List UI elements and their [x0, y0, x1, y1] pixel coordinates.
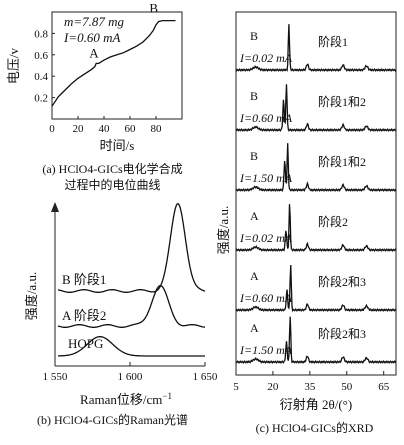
- xrd-series-line: [235, 84, 397, 133]
- xrd-current-label: I=1.50 mA: [239, 171, 293, 185]
- x-tick-label-a: 80: [151, 123, 163, 135]
- caption-a-line1: (a) HClO4-GICs电化学合成: [42, 162, 183, 176]
- x-tick-label-b: 1 600: [118, 371, 143, 383]
- xrd-current-label: I=1.50 mA: [239, 343, 293, 357]
- x-tick-label-c: 50: [341, 381, 353, 393]
- y-axis-label-a: 电压/v: [6, 47, 21, 84]
- plot-frame-a: [51, 11, 183, 120]
- raman-series-line: [58, 335, 205, 357]
- xrd-sample-label: B: [250, 89, 258, 103]
- x-tick-label-c: 65: [378, 381, 390, 393]
- raman-label-b: B 阶段1: [62, 272, 106, 287]
- xrd-sample-label: B: [250, 29, 258, 43]
- current-annotation: I=0.60 mA: [63, 30, 120, 45]
- plot-frame-c: [235, 11, 397, 376]
- x-tick-label-b: 1 550: [43, 371, 68, 383]
- y-tick-label-a: 0.4: [34, 71, 48, 83]
- raman-series-line: [57, 202, 206, 293]
- xrd-stage-label: 阶段1和2: [318, 154, 366, 169]
- x-tick-label-a: 20: [73, 123, 85, 135]
- xrd-stage-label: 阶段1: [318, 34, 348, 49]
- xrd-sample-label: A: [250, 209, 259, 223]
- xrd-current-label: I=0.60 mA: [239, 111, 293, 125]
- potential-curve-chart: 0 20 40 60 80 0.2 0.4 0.6 0.8 m=7.87 mg I=0.60 m…: [6, 1, 183, 153]
- xrd-sample-label: A: [250, 269, 259, 283]
- y-axis-arrow-b: [51, 202, 59, 212]
- y-axis-label-c: 强度/a.u.: [216, 206, 231, 254]
- raman-spectrum-chart: 1 550 1 600 1 650 B 阶段1 A 阶段2 HOPG 强度/a.u.…: [24, 202, 218, 407]
- potential-curve-line: [51, 19, 176, 107]
- raman-series-line: [57, 284, 206, 328]
- mass-annotation: m=7.87 mg: [64, 14, 125, 29]
- y-axis-label-b: 强度/a.u.: [24, 272, 39, 320]
- y-tick-label-a: 0.6: [34, 50, 48, 62]
- x-tick-label-c: 5: [233, 381, 239, 393]
- xrd-current-label: I=0.02 mA: [239, 51, 293, 65]
- x-axis-label-a: 时间/s: [100, 138, 135, 153]
- caption-c: (c) HClO4-GICs的XRD: [255, 421, 374, 435]
- xrd-stage-label: 阶段2: [318, 214, 348, 229]
- caption-a-line2: 过程中的电位曲线: [64, 178, 161, 192]
- raman-label-hopg: HOPG: [68, 336, 103, 351]
- xrd-series-line: [235, 24, 397, 73]
- x-axis-label-b: Raman位移/cm−1: [80, 391, 172, 407]
- x-tick-label-c: 35: [304, 381, 316, 393]
- xrd-sample-label: A: [250, 321, 259, 335]
- xrd-series-line: [235, 264, 397, 313]
- xrd-series-line: [235, 204, 397, 253]
- x-tick-label-a: 40: [99, 123, 111, 135]
- xrd-series-line: [235, 143, 397, 193]
- point-a-label: A: [89, 45, 99, 60]
- xrd-series-line: [235, 316, 397, 365]
- caption-b: (b) HClO4-GICs的Raman光谱: [37, 413, 188, 427]
- xrd-stage-label: 阶段2和3: [318, 326, 366, 341]
- xrd-stage-label: 阶段2和3: [318, 274, 366, 289]
- y-tick-label-a: 0.8: [34, 28, 48, 40]
- x-tick-label-a: 0: [49, 123, 55, 135]
- xrd-current-label: I=0.02 mA: [239, 231, 293, 245]
- raman-label-a: A 阶段2: [62, 308, 106, 323]
- xrd-stage-label: 阶段1和2: [318, 94, 366, 109]
- x-tick-label-b: 1 650: [193, 371, 218, 383]
- y-tick-label-a: 0.2: [34, 93, 48, 105]
- x-tick-label-c: 20: [267, 381, 279, 393]
- point-b-label: B: [149, 1, 158, 16]
- x-tick-label-a: 60: [125, 123, 137, 135]
- xrd-sample-label: B: [250, 149, 258, 163]
- x-axis-label-c: 衍射角 2θ/(°): [280, 397, 352, 412]
- xrd-current-label: I=0.60 mA: [239, 291, 293, 305]
